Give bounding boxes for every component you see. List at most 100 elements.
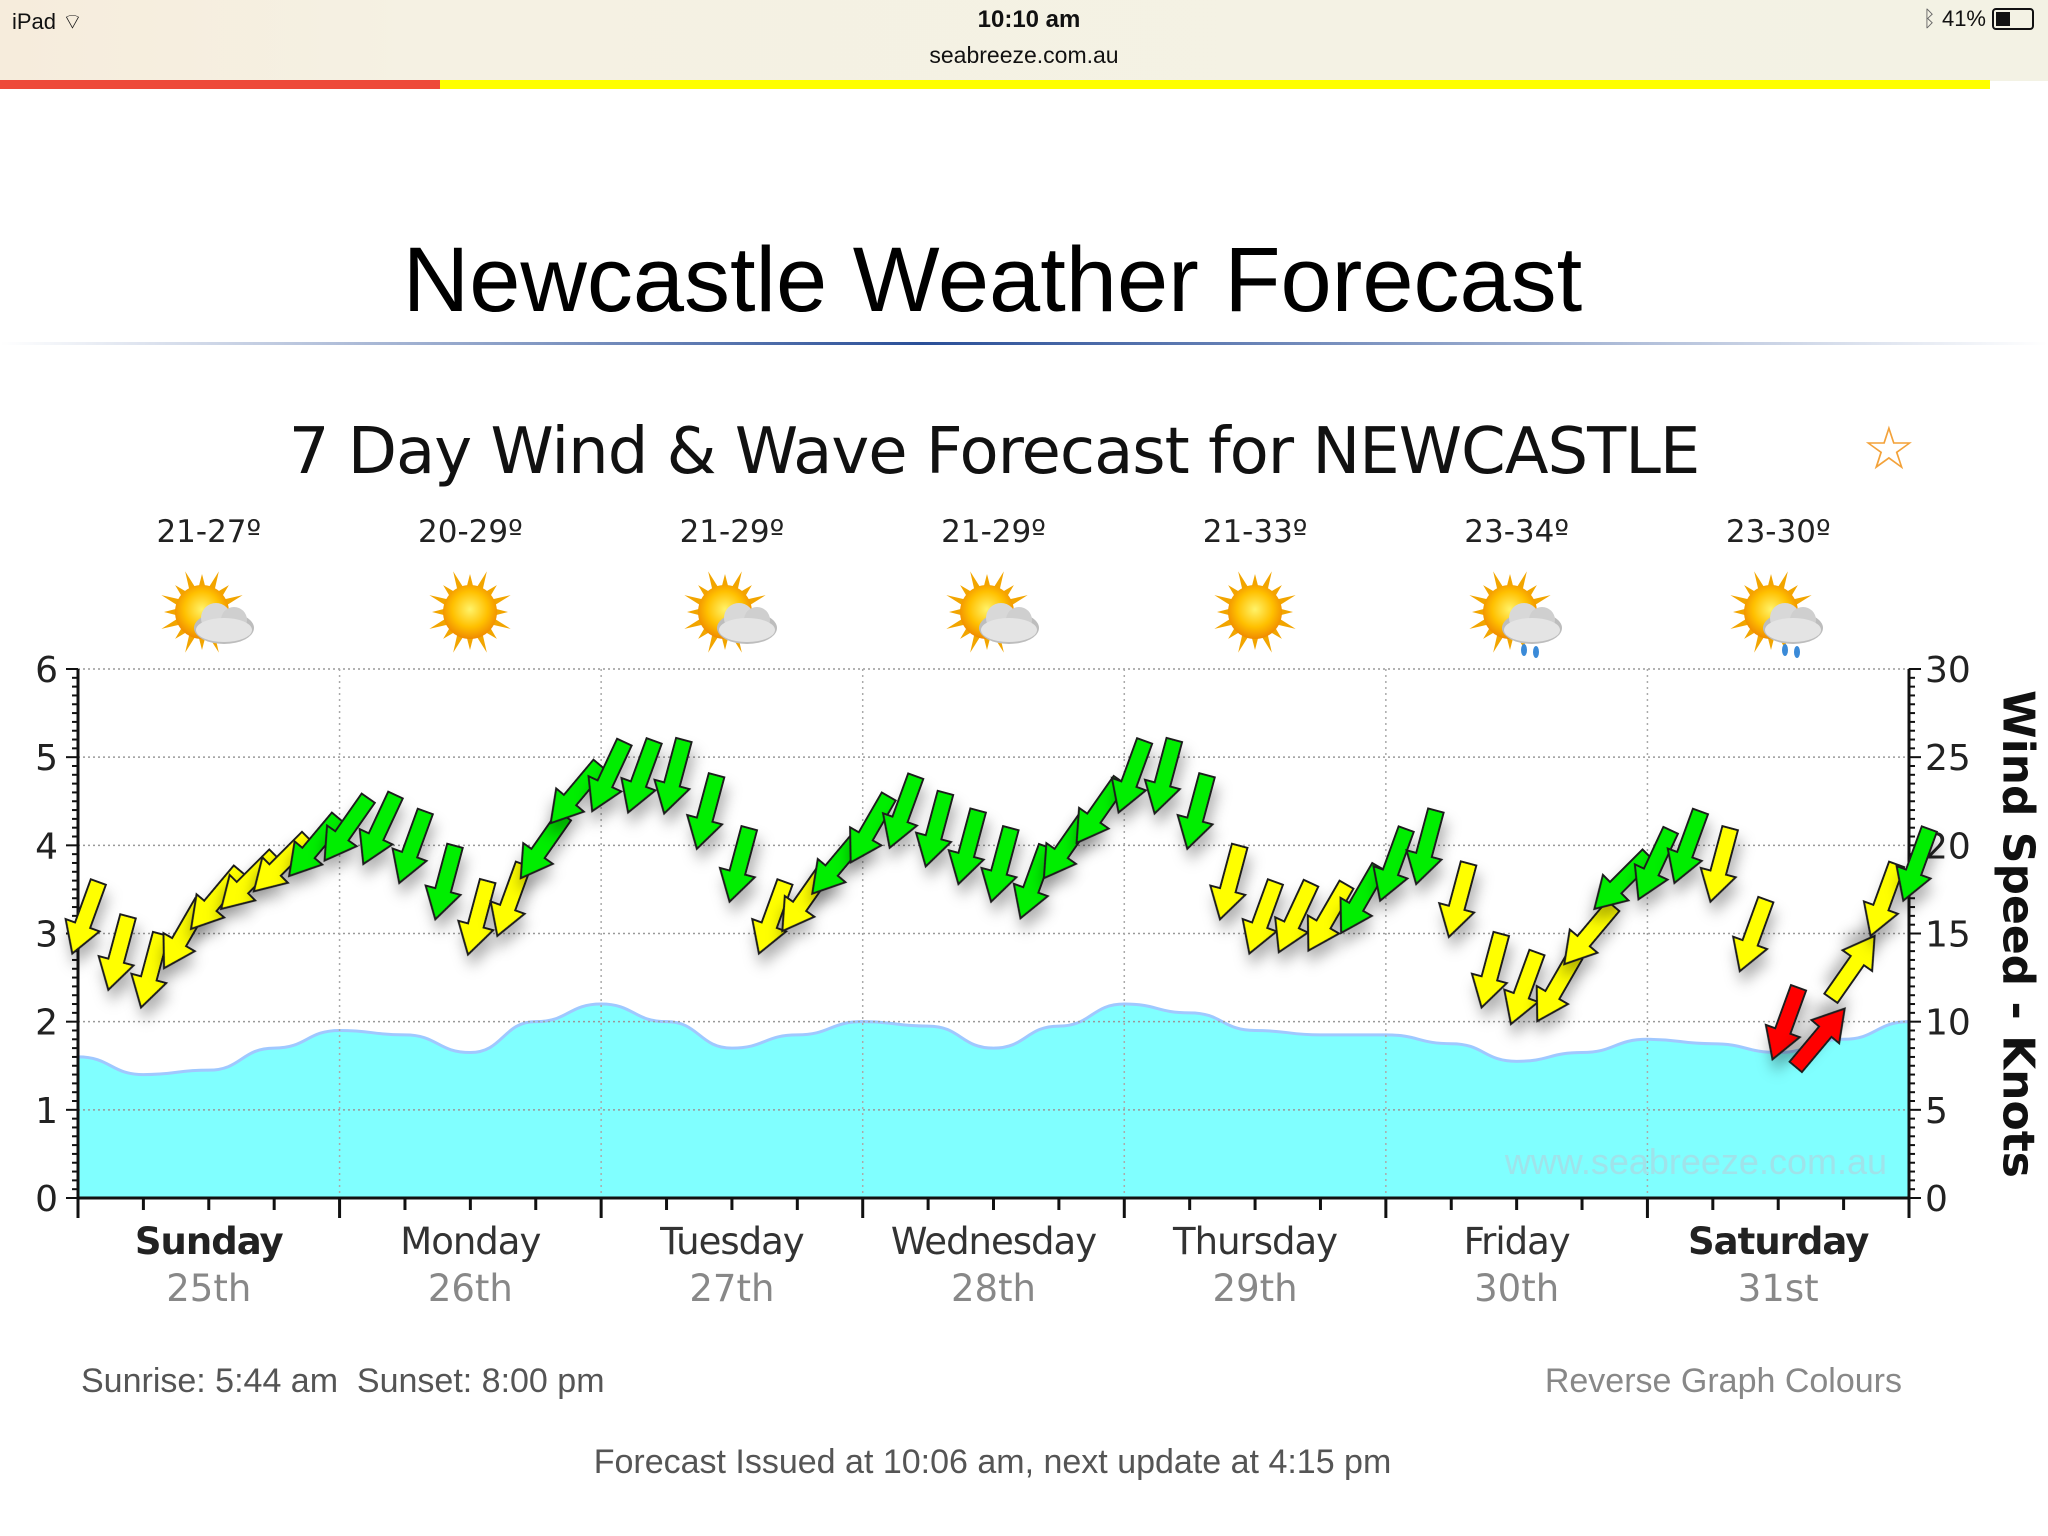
wind-arrow [1405, 807, 1445, 886]
wind-arrow [1535, 949, 1584, 1023]
right-tick-label: 25 [1925, 738, 1971, 779]
watermark: www.seabreeze.com.au [1504, 1141, 1887, 1182]
left-tick-label: 0 [35, 1179, 58, 1220]
wind-arrow [97, 913, 137, 992]
favorite-star-icon[interactable]: ☆ [1862, 415, 1916, 482]
sun-cloud-icon [677, 564, 787, 664]
wind-arrow [1502, 948, 1546, 1026]
bluetooth-icon: ᛒ [1922, 6, 1936, 31]
wind-arrow [1470, 930, 1511, 1010]
day-label: Thursday 29th [1135, 1220, 1375, 1310]
right-axis-label: Wind Speed - Knots [1992, 690, 2044, 1178]
day-date: 29th [1212, 1267, 1298, 1310]
day-label: Friday 30th [1397, 1220, 1637, 1310]
sun-cloud-icon [154, 564, 264, 664]
day-name: Saturday [1688, 1220, 1869, 1263]
battery-percent: 41% [1941, 6, 1986, 31]
day-name: Wednesday [890, 1220, 1097, 1263]
wave-height-area [78, 1004, 1909, 1198]
day-temperature: 21-29º [941, 514, 1046, 550]
wind-arrow [424, 842, 464, 922]
day-label: Sunday 25th [89, 1220, 329, 1310]
day-temperature: 21-33º [1202, 514, 1308, 550]
wind-arrow [64, 878, 108, 956]
wind-arrow [1895, 825, 1939, 903]
wind-arrow [1666, 807, 1710, 885]
wind-arrow [881, 772, 925, 850]
chart-title: 7 Day Wind & Wave Forecast for NEWCASTLE [288, 415, 1701, 489]
day-name: Thursday [1173, 1220, 1338, 1263]
right-tick-label: 10 [1925, 1003, 1971, 1044]
page-title: Newcastle Weather Forecast [402, 229, 1583, 331]
battery-icon [1992, 8, 2034, 30]
wind-arrow [685, 771, 726, 851]
reverse-graph-colours-link[interactable]: Reverse Graph Colours [1544, 1362, 1902, 1400]
right-tick-label: 5 [1925, 1091, 1948, 1132]
wind-arrow [1563, 899, 1621, 966]
day-label: Saturday 31st [1658, 1220, 1898, 1310]
status-time: 10:10 am [977, 6, 1081, 33]
wind-arrow [456, 877, 497, 957]
wind-arrow [1143, 736, 1184, 816]
wind-arrow [750, 878, 794, 956]
right-tick-label: 15 [1925, 915, 1971, 956]
address-bar-url[interactable]: seabreeze.com.au [929, 42, 1119, 68]
day-name: Tuesday [660, 1220, 805, 1263]
wind-arrow [1110, 736, 1154, 815]
day-date: 27th [689, 1267, 775, 1310]
left-tick-label: 1 [35, 1091, 58, 1132]
status-device: iPad ⌔ [12, 8, 83, 36]
left-tick-label: 3 [35, 915, 58, 956]
wind-arrow [587, 737, 633, 813]
page-load-progress [0, 80, 1990, 89]
wind-arrow [718, 824, 759, 904]
day-label: Wednesday 28th [874, 1220, 1114, 1310]
wind-arrow [620, 736, 663, 815]
wind-arrow [980, 824, 1020, 904]
wind-arrow [1372, 825, 1415, 903]
sun-cloud-rain-icon [1462, 564, 1572, 664]
day-temperature: 21-27º [156, 514, 262, 550]
device-name: iPad [12, 9, 57, 34]
right-tick-label: 0 [1925, 1179, 1948, 1220]
wind-arrow [849, 791, 898, 865]
day-date: 30th [1474, 1267, 1560, 1310]
wave-height-line [77, 1002, 1910, 1077]
day-temperature: 21-29º [679, 514, 785, 550]
day-date: 28th [950, 1267, 1037, 1310]
wind-arrow [1274, 878, 1320, 954]
wind-arrow [653, 736, 693, 816]
left-tick-label: 2 [35, 1003, 58, 1044]
wind-arrow [1823, 934, 1876, 1005]
day-date: 26th [427, 1267, 513, 1310]
wind-arrow [1241, 878, 1285, 956]
sun-cloud-icon [939, 564, 1049, 664]
left-tick-label: 6 [35, 650, 58, 691]
day-label: Tuesday 27th [612, 1220, 852, 1310]
sun-icon [415, 564, 525, 664]
day-temperature: 20-29º [418, 514, 523, 550]
wind-arrow [914, 789, 955, 869]
wind-arrow [1176, 771, 1216, 851]
day-name: Sunday [134, 1220, 284, 1263]
left-tick-label: 5 [35, 738, 58, 779]
wind-arrow [1437, 860, 1478, 939]
wind-arrow [1731, 895, 1775, 973]
wind-arrow [947, 807, 988, 886]
sunrise-sunset: Sunrise: 5:44 am Sunset: 8:00 pm [81, 1362, 605, 1400]
day-temperature: 23-30º [1725, 514, 1831, 550]
wind-arrow [519, 809, 573, 880]
right-tick-label: 30 [1925, 650, 1971, 691]
title-divider [0, 342, 2048, 345]
sun-icon [1200, 564, 1310, 664]
wind-arrow [391, 807, 435, 885]
wifi-icon: ⌔ [62, 9, 83, 34]
day-label: Monday 26th [350, 1220, 590, 1310]
wind-arrow [1208, 842, 1249, 922]
status-bar: iPad ⌔ 10:10 am seabreeze.com.au ᛒ 41% [0, 0, 2048, 81]
left-tick-label: 4 [35, 826, 58, 867]
forecast-issued: Forecast Issued at 10:06 am, next update… [593, 1443, 1392, 1481]
wind-arrow [1699, 824, 1740, 904]
day-date: 31st [1737, 1267, 1819, 1310]
day-temperature: 23-34º [1464, 514, 1569, 550]
